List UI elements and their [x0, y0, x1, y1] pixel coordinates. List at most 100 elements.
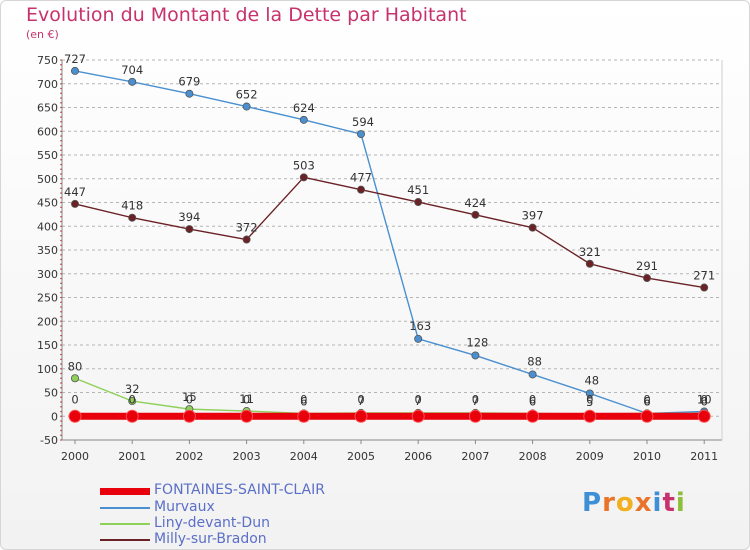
data-label: 594 — [352, 115, 374, 129]
y-tick-label: 700 — [37, 78, 58, 91]
data-point — [414, 198, 423, 207]
y-minor-tick — [60, 78, 62, 80]
data-point — [128, 213, 137, 222]
y-minor-tick — [60, 382, 62, 384]
data-label: 0 — [357, 392, 364, 406]
y-minor-tick — [60, 258, 62, 261]
series-line-1 — [74, 70, 705, 415]
y-axis: -50 0 50 100 150 200 250 300 350 400 450 500 550 600 6… — [37, 54, 63, 447]
y-minor-tick — [60, 215, 62, 218]
logo-letter: o — [615, 488, 635, 518]
data-point — [354, 409, 368, 423]
data-point — [71, 199, 80, 208]
data-point — [468, 409, 482, 423]
y-minor-tick — [60, 139, 62, 142]
data-label: 271 — [693, 269, 715, 283]
data-point — [356, 185, 365, 194]
y-tick-label: 0 — [51, 410, 58, 423]
x-tick-label: 2005 — [347, 450, 375, 463]
data-label: 0 — [415, 392, 422, 406]
y-minor-tick — [60, 344, 62, 346]
y-minor-tick — [60, 339, 62, 342]
y-tick-label: 500 — [37, 173, 58, 186]
y-minor-tick — [60, 68, 62, 71]
data-label: 503 — [293, 158, 315, 172]
data-point — [643, 274, 652, 283]
y-minor-tick — [60, 424, 62, 427]
data-label: 11 — [239, 392, 254, 406]
x-tick-label: 2002 — [175, 450, 203, 463]
y-minor-tick — [60, 287, 62, 289]
y-tick-label: 250 — [37, 292, 58, 305]
y-minor-tick — [60, 234, 62, 237]
data-point — [585, 389, 594, 398]
y-minor-tick — [60, 125, 62, 128]
data-label: 397 — [522, 209, 544, 223]
data-label: 10 — [697, 393, 712, 407]
y-minor-tick — [60, 196, 62, 199]
y-tick-label: 50 — [44, 387, 58, 400]
y-tick-label: -50 — [40, 434, 58, 447]
y-minor-tick — [60, 192, 62, 194]
data-label: 0 — [300, 392, 307, 406]
y-minor-tick — [60, 211, 62, 213]
data-label: 727 — [64, 52, 86, 66]
y-minor-tick — [60, 173, 62, 175]
data-label: 6 — [643, 394, 650, 408]
data-label: 652 — [236, 88, 258, 102]
y-minor-tick — [60, 116, 62, 118]
legend-label: Milly-sur-Bradon — [154, 531, 267, 547]
data-label: 679 — [178, 75, 200, 89]
y-minor-tick — [60, 272, 62, 275]
data-point — [71, 374, 80, 383]
data-label: 477 — [350, 171, 372, 185]
data-label: 6 — [300, 394, 307, 408]
series-line-2 — [74, 377, 705, 415]
data-point — [411, 409, 425, 423]
data-point — [240, 409, 254, 423]
data-point — [299, 173, 308, 182]
y-tick-label: 350 — [37, 244, 58, 257]
y-minor-tick — [60, 101, 62, 104]
series-layer — [68, 66, 711, 423]
y-tick-label: 450 — [37, 197, 58, 210]
data-label: 451 — [407, 183, 429, 197]
y-tick-label: 550 — [37, 149, 58, 162]
y-minor-tick — [60, 73, 62, 76]
data-label: 321 — [579, 245, 601, 259]
y-minor-tick — [60, 249, 62, 251]
y-minor-tick — [60, 158, 62, 161]
data-point — [697, 409, 711, 423]
x-tick-label: 2000 — [61, 450, 89, 463]
logo-letter: x — [634, 488, 653, 518]
y-minor-tick — [60, 429, 62, 432]
y-minor-tick — [60, 405, 62, 408]
data-label: 0 — [186, 392, 193, 406]
data-label: 7 — [415, 394, 422, 408]
y-minor-tick — [60, 225, 62, 228]
y-minor-tick — [60, 358, 62, 361]
data-point — [299, 115, 308, 124]
proxiti-logo: Proxiti — [582, 488, 686, 518]
data-label: 372 — [236, 221, 258, 235]
x-tick-label: 2001 — [118, 450, 146, 463]
y-minor-tick — [60, 163, 62, 166]
data-label: 447 — [64, 185, 86, 199]
y-minor-tick — [60, 106, 62, 109]
y-minor-tick — [60, 92, 62, 95]
y-tick-label: 400 — [37, 220, 58, 233]
y-minor-tick — [60, 301, 62, 304]
data-label: 6 — [643, 394, 650, 408]
data-label: 0 — [472, 392, 479, 406]
data-point — [185, 89, 194, 98]
y-minor-tick — [60, 325, 62, 327]
data-label: 6 — [701, 394, 708, 408]
data-label: 15 — [182, 390, 197, 404]
y-minor-tick — [60, 220, 62, 223]
y-minor-tick — [60, 154, 62, 156]
y-minor-tick — [60, 315, 62, 318]
data-point — [471, 351, 480, 360]
y-minor-tick — [60, 401, 62, 403]
y-minor-tick — [60, 310, 62, 313]
y-minor-tick — [60, 201, 62, 204]
